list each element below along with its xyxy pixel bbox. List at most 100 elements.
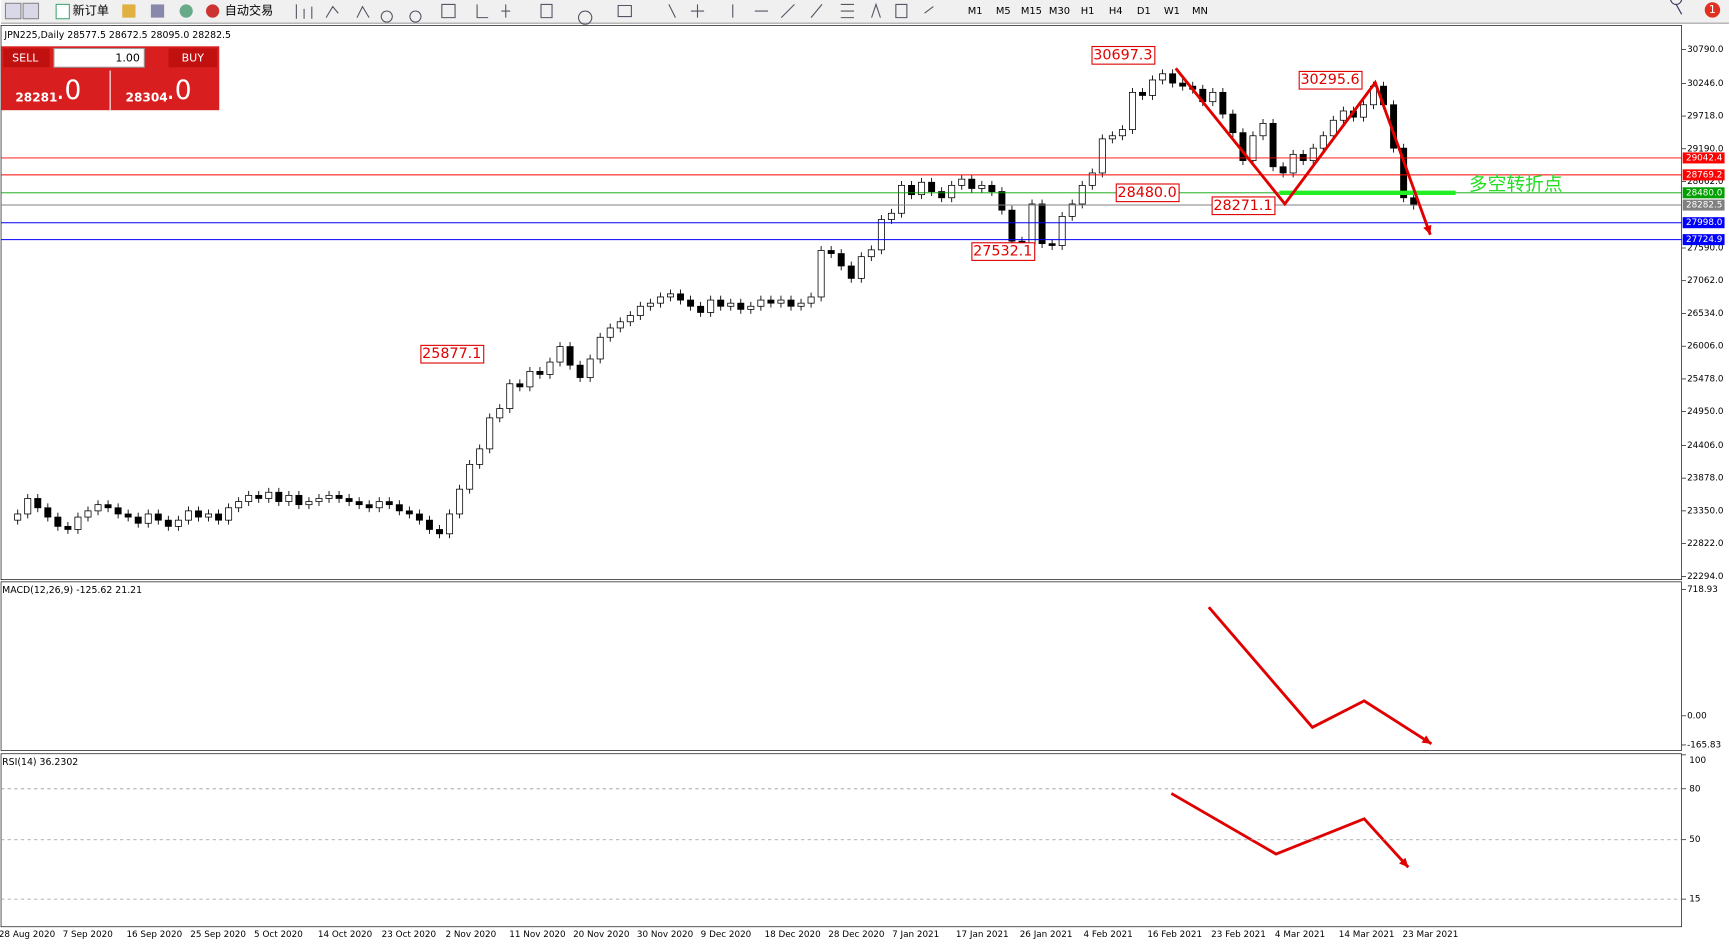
tool-icon[interactable] xyxy=(4,2,22,20)
search-icon[interactable] xyxy=(1670,0,1683,15)
buy-button[interactable] xyxy=(168,48,218,68)
candle xyxy=(516,383,524,388)
x-tick-label: 23 Mar 2021 xyxy=(1403,930,1459,940)
timeframe-button[interactable]: M30 xyxy=(1049,6,1070,17)
candle xyxy=(908,184,915,196)
price-tag xyxy=(1682,187,1725,199)
candle xyxy=(1008,209,1016,242)
candle xyxy=(827,250,835,254)
timeframe-button[interactable]: M15 xyxy=(1021,6,1042,17)
price-tag xyxy=(1682,217,1725,229)
candle xyxy=(496,408,504,419)
price-tag xyxy=(1682,199,1725,211)
tool-icon[interactable] xyxy=(22,2,40,20)
candle xyxy=(114,507,122,515)
y-tick-label: 50 xyxy=(1689,835,1701,845)
candle xyxy=(1269,122,1277,168)
tool-icon[interactable] xyxy=(122,4,136,18)
candle xyxy=(847,265,855,279)
timeframe-button[interactable]: M5 xyxy=(996,6,1011,17)
candle xyxy=(476,448,484,465)
candle xyxy=(1128,91,1136,130)
candle xyxy=(375,501,383,509)
candle xyxy=(205,513,212,518)
price-tag-label: 28480.0 xyxy=(1686,188,1723,198)
candle xyxy=(1108,135,1116,140)
candle xyxy=(596,336,604,360)
sell-price[interactable]: 28281 xyxy=(15,91,57,105)
buy-price-fraction[interactable]: .0 xyxy=(166,75,191,106)
y-tick-label: 30246.0 xyxy=(1687,79,1724,89)
candle xyxy=(144,513,152,524)
x-tick-label: 9 Dec 2020 xyxy=(701,930,752,940)
auto-trade-button[interactable]: 自动交易 xyxy=(225,3,273,18)
auto-trade-icon[interactable] xyxy=(206,4,220,18)
y-tick-label: 22822.0 xyxy=(1687,539,1724,549)
timeframe-button[interactable]: W1 xyxy=(1164,6,1180,17)
trend-arrow xyxy=(1170,792,1410,869)
sell-price-fraction[interactable]: .0 xyxy=(56,75,81,106)
candle xyxy=(556,346,564,363)
candle xyxy=(104,504,112,509)
timeframe-button[interactable]: D1 xyxy=(1137,6,1151,17)
candle xyxy=(456,488,464,515)
x-tick-label: 25 Sep 2020 xyxy=(190,930,246,940)
candle xyxy=(576,364,584,378)
candle xyxy=(807,296,815,304)
candle xyxy=(34,498,42,509)
candle xyxy=(566,346,574,366)
lot-value[interactable]: 1.00 xyxy=(115,51,139,64)
candle xyxy=(1259,122,1267,137)
candle xyxy=(124,513,132,518)
candle xyxy=(194,510,202,518)
candle xyxy=(747,305,755,310)
candle xyxy=(1209,91,1217,103)
tool-icon[interactable] xyxy=(150,4,165,18)
timeframe-button[interactable]: H1 xyxy=(1081,6,1095,17)
arrow-head xyxy=(1399,857,1409,868)
y-tick-label: 24406.0 xyxy=(1687,441,1724,451)
candle xyxy=(154,513,162,521)
annotation-box xyxy=(1298,70,1363,90)
y-tick-label: 26006.0 xyxy=(1687,342,1724,352)
buy-label[interactable]: BUY xyxy=(182,51,205,64)
timeframe-button[interactable]: M1 xyxy=(968,6,983,17)
candle xyxy=(1279,166,1287,174)
x-tick-label: 14 Oct 2020 xyxy=(318,930,373,940)
candle xyxy=(1229,113,1237,134)
timeframe-button[interactable]: MN xyxy=(1192,6,1208,17)
lot-input[interactable] xyxy=(53,47,145,68)
rsi-panel xyxy=(0,753,1682,928)
candle xyxy=(777,299,785,304)
sell-label[interactable]: SELL xyxy=(12,51,39,64)
y-tick-label: 24950.0 xyxy=(1687,407,1724,417)
candle xyxy=(1088,172,1096,186)
x-tick-label: 18 Dec 2020 xyxy=(764,930,821,940)
new-order-icon[interactable] xyxy=(55,3,70,20)
annotation: 30295.6 xyxy=(1300,72,1359,88)
annotation-box xyxy=(1115,183,1180,203)
buy-price[interactable]: 28304 xyxy=(126,91,168,105)
candle xyxy=(737,302,745,310)
candle xyxy=(1078,184,1086,205)
candle xyxy=(938,191,946,199)
candle xyxy=(1098,138,1106,174)
y-tick-label: 29718.0 xyxy=(1687,112,1724,122)
x-tick-label: 7 Sep 2020 xyxy=(63,930,114,940)
sell-button[interactable] xyxy=(3,48,50,68)
candle xyxy=(345,498,353,502)
candle xyxy=(546,361,554,375)
main-chart xyxy=(0,25,1682,580)
y-tick-label: 27590.0 xyxy=(1687,243,1724,253)
annotation-box xyxy=(420,344,485,364)
new-order-button[interactable]: 新订单 xyxy=(73,3,109,18)
candle xyxy=(887,212,895,220)
tool-icon[interactable] xyxy=(179,4,193,18)
notification-badge[interactable] xyxy=(1704,2,1721,18)
y-tick-label: 15 xyxy=(1689,895,1700,905)
x-tick-label: 5 Oct 2020 xyxy=(254,930,303,940)
candle xyxy=(54,516,62,527)
candle xyxy=(717,299,725,307)
timeframe-button[interactable]: H4 xyxy=(1109,6,1123,17)
